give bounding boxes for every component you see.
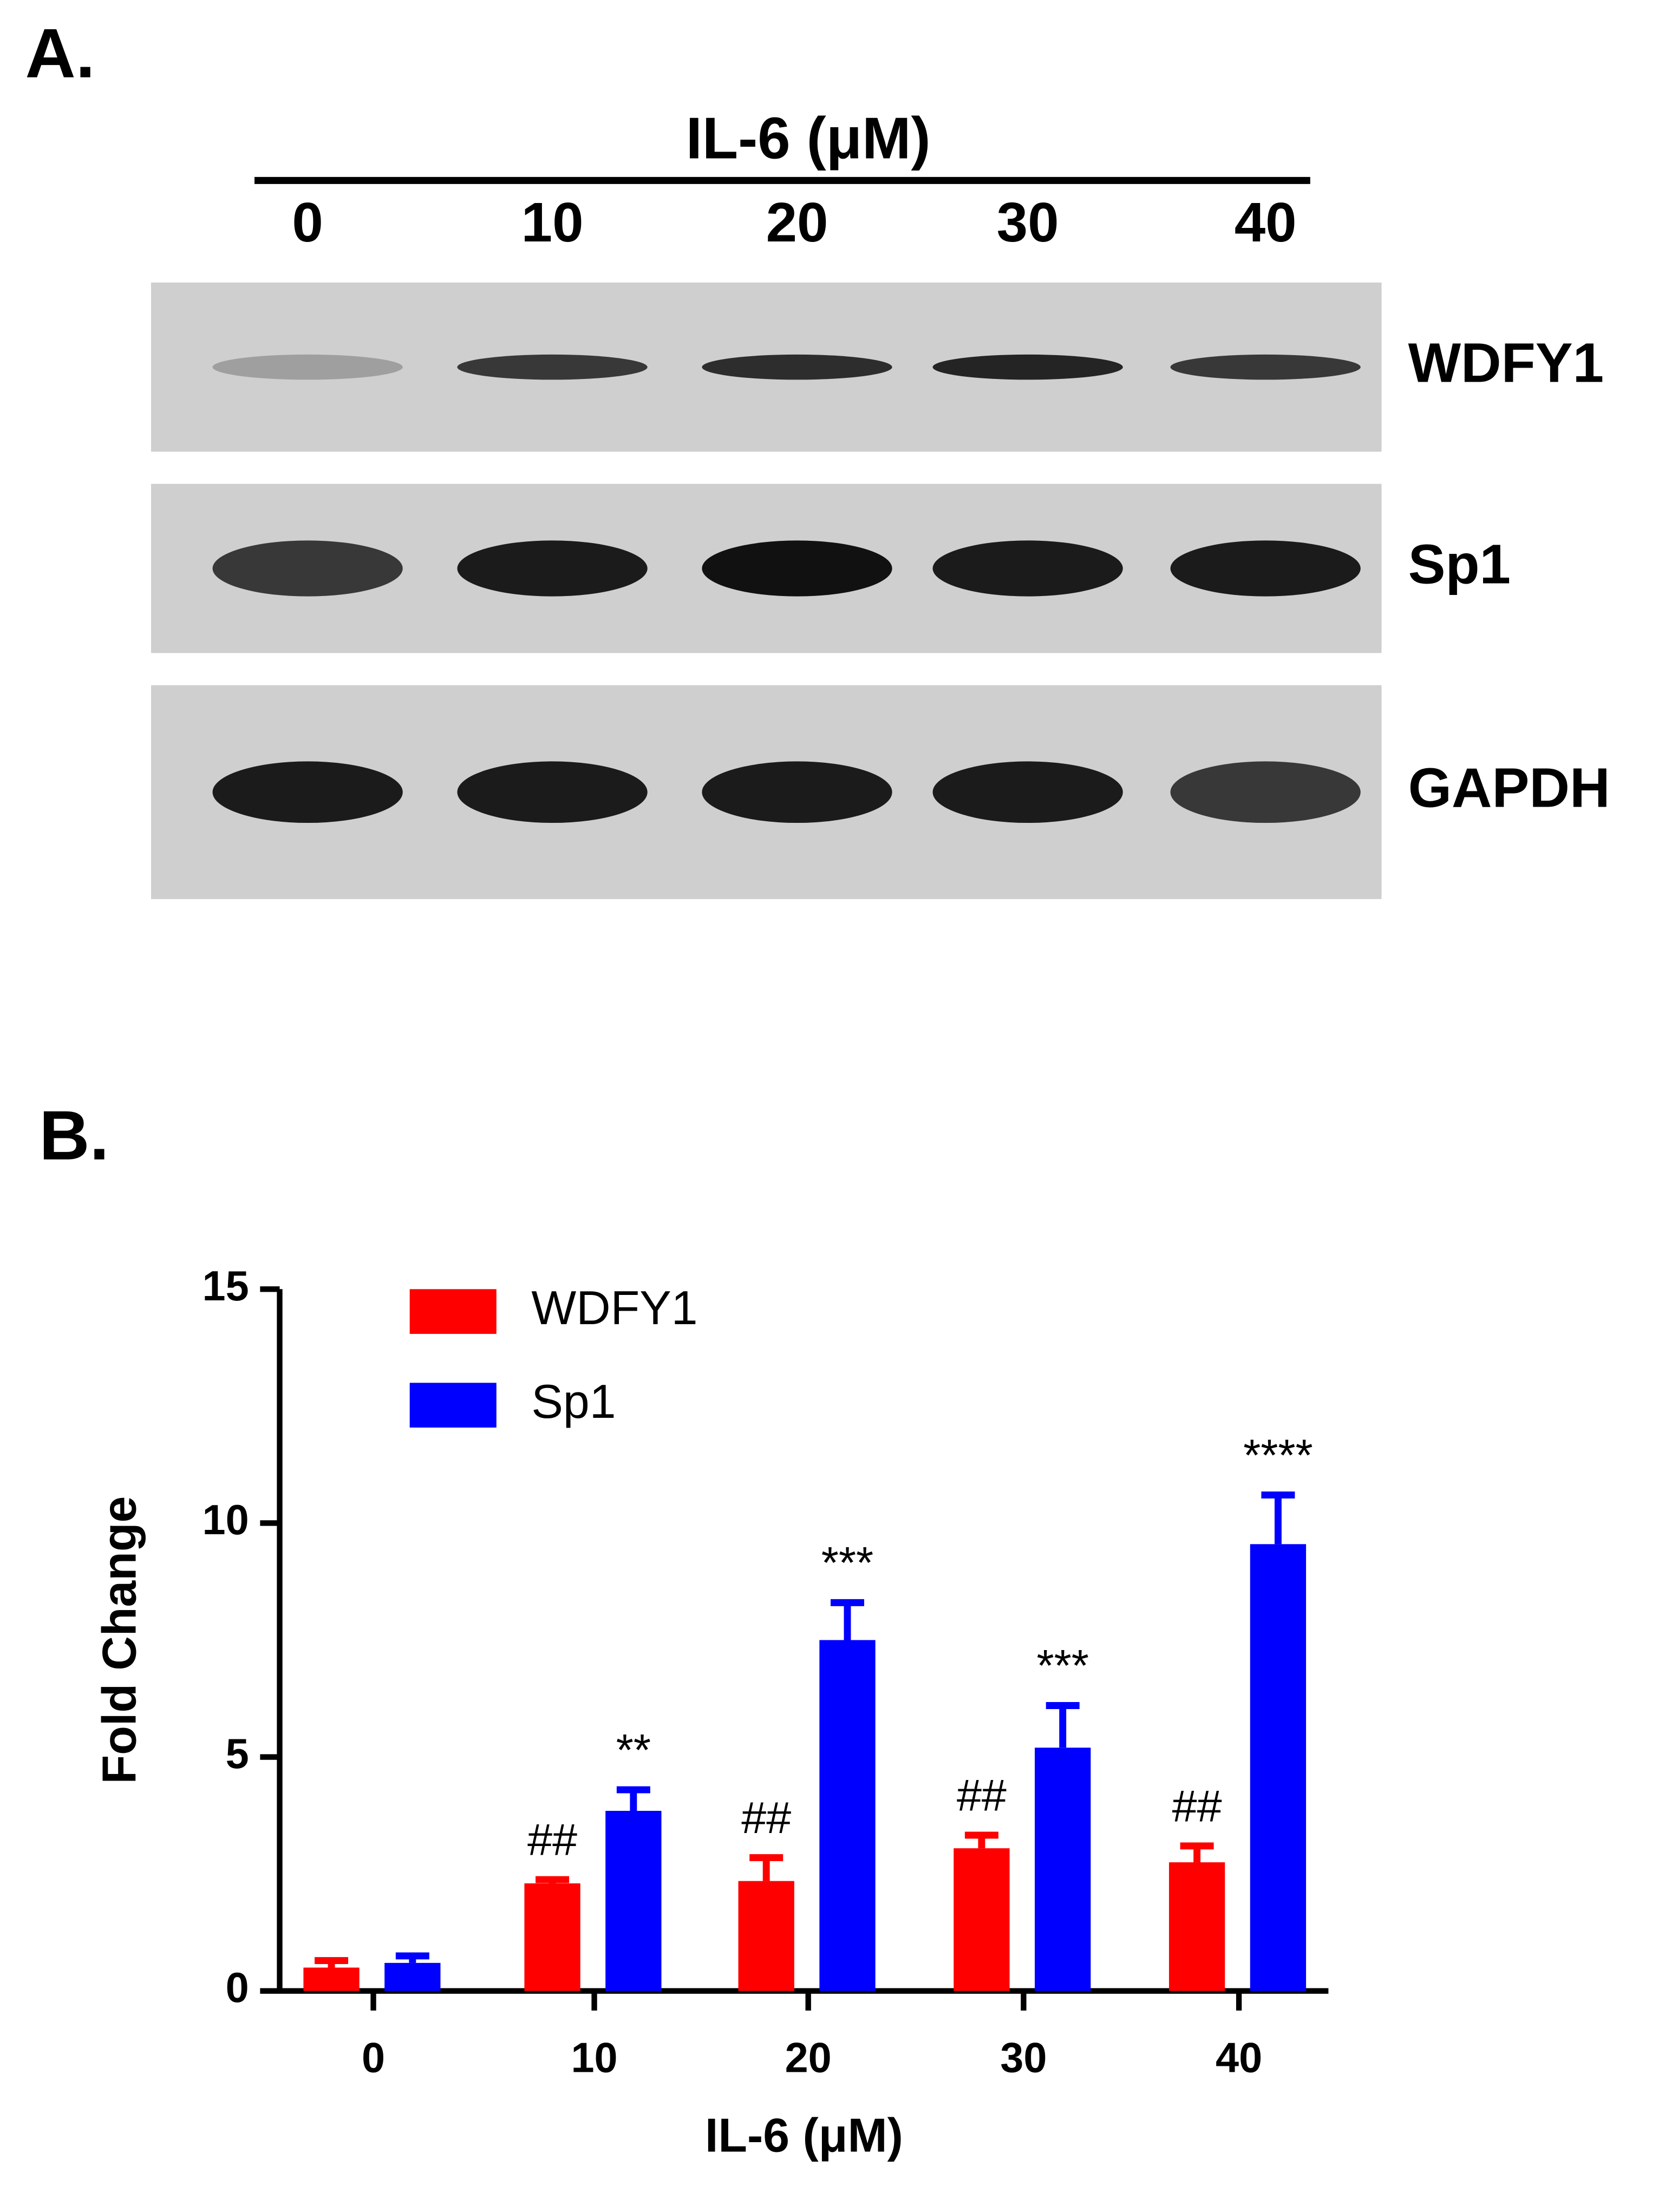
error-bar — [831, 1599, 864, 1640]
significance: **** — [1243, 1430, 1313, 1480]
legend-swatch — [409, 1383, 497, 1428]
bar — [1250, 1544, 1307, 1991]
lane-label: 30 — [997, 191, 1059, 253]
x-tick-label: 0 — [362, 2034, 385, 2081]
panel-label: B. — [39, 1097, 109, 1175]
band — [702, 540, 892, 597]
band — [1170, 354, 1361, 380]
band — [702, 761, 892, 823]
y-axis-title: Fold Change — [93, 1496, 146, 1784]
band — [932, 540, 1123, 597]
row-label: Sp1 — [1408, 532, 1511, 595]
bar — [1035, 1748, 1091, 1991]
significance: ** — [616, 1725, 651, 1775]
blot-header: IL-6 (μM) — [686, 105, 931, 171]
blot: 0 10 20 30 40 WDFY1 Sp1 GAPDH — [151, 191, 1610, 899]
bar — [819, 1640, 876, 1991]
y-tick-label: 15 — [203, 1263, 249, 1310]
band — [212, 540, 403, 597]
bar — [738, 1881, 794, 1991]
band — [457, 354, 648, 380]
bar — [524, 1883, 580, 1991]
lane-label: 40 — [1235, 191, 1297, 253]
y-tick-label: 5 — [226, 1731, 249, 1777]
lane-label: 10 — [521, 191, 584, 253]
band — [457, 761, 648, 823]
error-bar — [1046, 1702, 1080, 1748]
lane-label: 20 — [766, 191, 828, 253]
row-label: WDFY1 — [1408, 331, 1604, 394]
x-tick-label: 40 — [1216, 2034, 1262, 2081]
x-axis-title: IL-6 (μM) — [705, 2109, 903, 2162]
error-bar — [1180, 1842, 1214, 1863]
error-bar — [749, 1854, 783, 1881]
bar — [605, 1810, 662, 1991]
band — [457, 540, 648, 597]
x-tick-label: 30 — [1000, 2034, 1047, 2081]
significance: *** — [821, 1537, 873, 1588]
bar — [1168, 1862, 1225, 1991]
significance: ## — [1172, 1781, 1222, 1831]
bar — [954, 1848, 1010, 1991]
legend-swatch — [409, 1289, 497, 1334]
band — [1170, 761, 1361, 823]
error-bar — [395, 1952, 429, 1963]
x-tick-label: 10 — [571, 2034, 617, 2081]
panel-label: A. — [25, 15, 95, 93]
band — [932, 761, 1123, 823]
row-label: GAPDH — [1408, 756, 1610, 819]
significance: ## — [741, 1792, 791, 1843]
error-bar — [315, 1957, 349, 1968]
error-bar — [964, 1831, 998, 1849]
y-tick-label: 10 — [203, 1497, 249, 1543]
significance: ## — [527, 1815, 577, 1865]
legend-label: WDFY1 — [531, 1281, 697, 1334]
significance: ## — [957, 1770, 1007, 1821]
band — [212, 761, 403, 823]
error-bar — [1261, 1491, 1295, 1545]
band — [212, 354, 403, 380]
significance: *** — [1036, 1640, 1088, 1691]
lane-label: 0 — [292, 191, 323, 253]
y-tick-label: 0 — [226, 1965, 249, 2011]
bar — [303, 1967, 360, 1991]
band — [702, 354, 892, 380]
error-bar — [536, 1876, 570, 1883]
bar — [384, 1962, 441, 1991]
band — [932, 354, 1123, 380]
band — [1170, 540, 1361, 597]
legend-label: Sp1 — [531, 1375, 616, 1428]
error-bar — [616, 1786, 650, 1811]
x-tick-label: 20 — [785, 2034, 832, 2081]
